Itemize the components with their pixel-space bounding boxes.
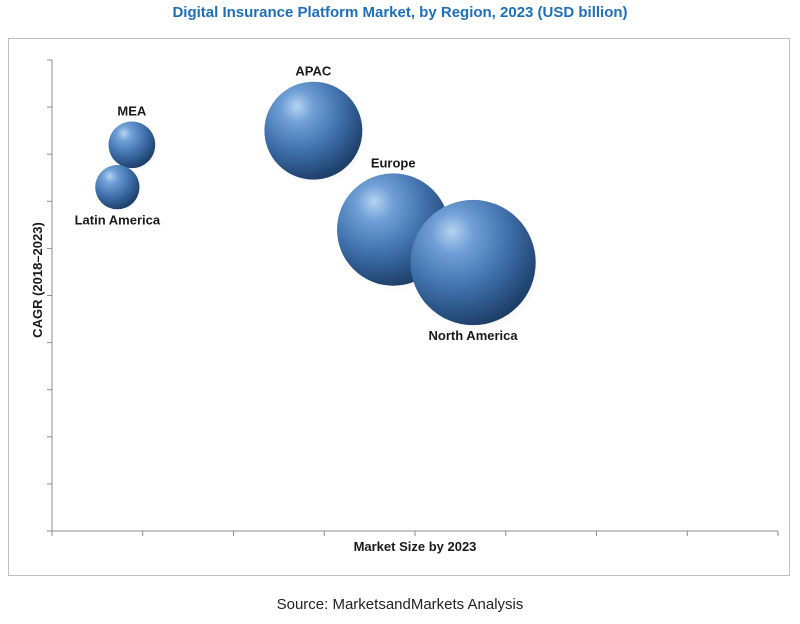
bubble-label: MEA [117, 103, 147, 118]
bubble-mea [108, 121, 156, 169]
y-axis-label: CAGR (2018–2023) [30, 222, 45, 338]
chart-title: Digital Insurance Platform Market, by Re… [172, 4, 628, 21]
bubble-label: Latin America [75, 212, 161, 227]
source-note: Source: MarketsandMarkets Analysis [276, 596, 524, 613]
bubble-apac [264, 81, 363, 180]
bubble-latin-america [95, 165, 140, 210]
bubble-label: APAC [295, 64, 331, 79]
bubble-label: North America [429, 328, 519, 343]
chart-frame [8, 38, 790, 576]
x-axis-label: Market Size by 2023 [354, 539, 477, 554]
bubble-label: Europe [371, 155, 416, 170]
bubble-north-america [410, 199, 536, 326]
